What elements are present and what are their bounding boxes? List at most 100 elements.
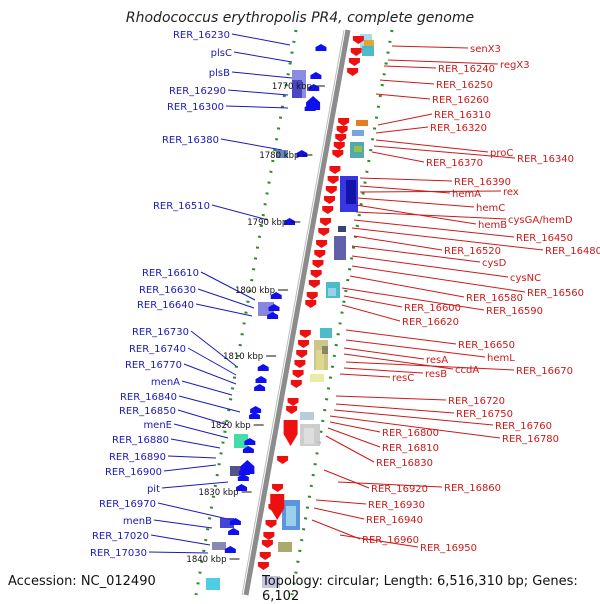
gene-label-rer-16620[interactable]: RER_16620 [402,317,459,328]
right-strand-arrow-5 [338,118,350,126]
gene-label-rer-16880[interactable]: RER_16880 [112,435,169,446]
gene-label-rer-17020[interactable]: RER_17020 [92,531,149,542]
right-strand-arrow-30 [287,398,299,406]
gene-label-rer-16230[interactable]: RER_16230 [173,30,230,41]
feature-block-18 [320,328,332,338]
gene-label-rer-16310[interactable]: RER_16310 [434,110,491,121]
gene-label-rer-16600[interactable]: RER_16600 [404,303,461,314]
left-strand-arrow-17 [242,446,254,453]
gene-label-rer-16750[interactable]: RER_16750 [456,409,513,420]
leader-resa [343,347,425,360]
gene-label-rer-16520[interactable]: RER_16520 [444,246,501,257]
gene-label-rer-16250[interactable]: RER_16250 [436,80,493,91]
gene-label-mena[interactable]: menA [151,377,180,388]
gene-label-rer-16640[interactable]: RER_16640 [137,300,194,311]
right-gene-labels: senX3 regX3 RER_16240 RER_16250 RER_16260 RER… [362,44,600,554]
gene-label-rer-16760[interactable]: RER_16760 [495,421,552,432]
leader-rer-16510 [211,204,269,221]
gene-label-rer-16800[interactable]: RER_16800 [382,428,439,439]
gene-label-rer-16670[interactable]: RER_16670 [516,366,573,377]
gene-label-proc[interactable]: proC [490,148,513,159]
gene-label-rer-16890[interactable]: RER_16890 [109,452,166,463]
gene-label-rer-16860[interactable]: RER_16860 [444,483,501,494]
gene-label-rer-16370[interactable]: RER_16370 [426,158,483,169]
leader-rer-16310 [377,113,433,126]
scale-tick-2: 1780 kbp [259,151,299,161]
feature-block-13 [338,226,346,232]
gene-label-pit[interactable]: pit [147,484,160,495]
gene-label-rer-16950[interactable]: RER_16950 [420,543,477,554]
gene-label-rer-16960[interactable]: RER_16960 [362,535,419,546]
gene-label-cysd[interactable]: cysD [482,258,507,269]
gene-label-cysnc[interactable]: cysNC [510,273,541,284]
gene-label-plsb[interactable]: plsB [209,68,230,79]
gene-label-rer-16900[interactable]: RER_16900 [105,467,162,478]
leader-cysnc [351,255,509,278]
gene-label-rer-16920[interactable]: RER_16920 [371,484,428,495]
leader-rer-16830 [325,435,375,463]
gene-label-rer-16970[interactable]: RER_16970 [99,499,156,510]
gene-label-rer-16240[interactable]: RER_16240 [438,64,495,75]
gene-label-rer-16720[interactable]: RER_16720 [448,396,505,407]
leader-rer-16370 [371,151,425,163]
leader-rer-16230 [231,33,291,46]
feature-block-34 [262,576,280,588]
gene-label-plsc[interactable]: plsC [211,48,232,59]
gene-label-rer-16260[interactable]: RER_16260 [432,95,489,106]
gene-label-rer-16450[interactable]: RER_16450 [516,233,573,244]
gene-label-heml[interactable]: hemL [487,353,515,364]
gene-label-rex[interactable]: rex [503,187,519,198]
right-strand-arrow-4 [347,68,359,76]
gene-label-rer-16850[interactable]: RER_16850 [119,406,176,417]
gene-label-ccda[interactable]: ccdA [455,365,479,376]
gene-label-senx3[interactable]: senX3 [470,44,501,55]
gene-label-rer-16610[interactable]: RER_16610 [142,268,199,279]
gene-label-menb[interactable]: menB [123,516,152,527]
gene-label-rer-17030[interactable]: RER_17030 [90,548,147,559]
gene-label-rer-16810[interactable]: RER_16810 [382,443,439,454]
gene-label-rer-16340[interactable]: RER_16340 [517,154,574,165]
gene-label-resc[interactable]: resC [392,373,414,384]
gene-label-rer-16300[interactable]: RER_16300 [167,102,224,113]
gene-label-rer-16630[interactable]: RER_16630 [139,285,196,296]
gene-label-rer-16320[interactable]: RER_16320 [430,123,487,134]
gene-label-rer-16510[interactable]: RER_16510 [153,201,210,212]
gene-label-rer-16590[interactable]: RER_16590 [486,306,543,317]
gene-label-resb[interactable]: resB [425,369,447,380]
gene-label-rer-16480[interactable]: RER_16480 [545,246,600,257]
gene-label-rer-16780[interactable]: RER_16780 [502,434,559,445]
gene-label-hemc[interactable]: hemC [476,203,505,214]
left-strand-arrow-9 [268,304,280,311]
genome-backbone-shadow [241,29,345,596]
gene-label-mene[interactable]: menE [143,420,172,431]
gene-label-rer-16380[interactable]: RER_16380 [162,135,219,146]
feature-block-28 [220,518,234,528]
feature-block-2 [362,46,374,56]
leader-rer-16290 [227,89,289,96]
gene-label-rer-16770[interactable]: RER_16770 [125,360,182,371]
gene-label-rer-16580[interactable]: RER_16580 [466,293,523,304]
leader-rer-16860 [337,481,443,488]
leader-proc [375,139,489,153]
gene-label-rer-16390[interactable]: RER_16390 [454,177,511,188]
gene-label-resa[interactable]: resA [426,355,448,366]
gene-label-rer-16830[interactable]: RER_16830 [376,458,433,469]
gene-label-rer-16740[interactable]: RER_16740 [129,344,186,355]
genome-title: Rhodococcus erythropolis PR4, complete g… [125,10,475,26]
gene-label-rer-16650[interactable]: RER_16650 [458,340,515,351]
gene-label-rer-16930[interactable]: RER_16930 [368,500,425,511]
feature-block-6 [356,120,368,126]
gene-label-cysga-hemd[interactable]: cysGA/hemD [508,215,573,226]
leader-rer-16250 [379,79,435,85]
gene-label-regx3[interactable]: regX3 [500,60,530,71]
leader-rer-17020 [150,534,211,546]
gene-label-rer-16940[interactable]: RER_16940 [366,515,423,526]
gene-label-hema[interactable]: hemA [452,189,481,200]
gene-label-rer-16290[interactable]: RER_16290 [169,86,226,97]
gene-label-rer-16560[interactable]: RER_16560 [527,288,584,299]
leader-rer-16810 [327,427,381,448]
accession-text: Accession: NC_012490 [8,574,156,589]
gene-label-rer-16840[interactable]: RER_16840 [120,392,177,403]
gene-label-rer-16730[interactable]: RER_16730 [132,327,189,338]
gene-label-hemb[interactable]: hemB [478,220,507,231]
